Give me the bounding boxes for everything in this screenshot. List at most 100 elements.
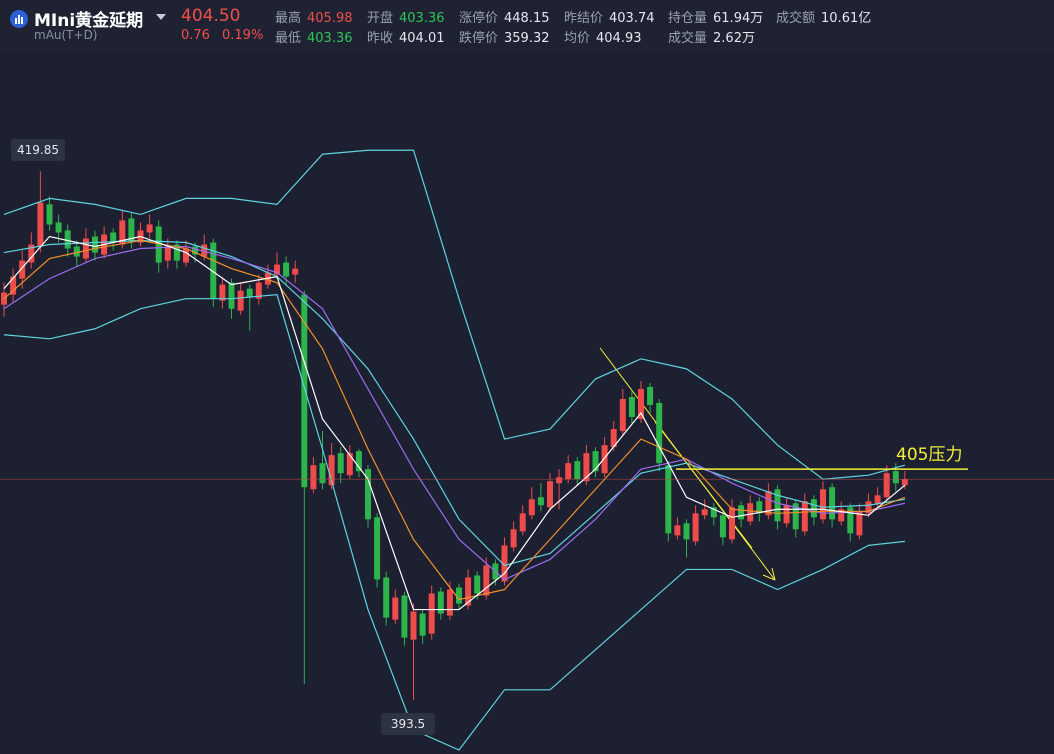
- candle-body: [701, 509, 708, 516]
- quote-field: 成交额 10.61亿: [776, 7, 871, 26]
- field-label: 昨收: [367, 31, 394, 46]
- candle-body: [401, 595, 408, 638]
- candle-body: [519, 513, 526, 532]
- quote-field: 昨收 404.01: [367, 27, 445, 46]
- arrow-head: [762, 567, 776, 581]
- candle-body: [810, 499, 817, 518]
- field-label: 最低: [275, 31, 302, 46]
- candle-body: [428, 593, 435, 634]
- candle-body: [410, 611, 417, 640]
- candle-body: [792, 503, 799, 530]
- callout-text: 393.5: [391, 717, 425, 731]
- change-pct: 0.19%: [222, 28, 264, 43]
- candle-body: [146, 224, 153, 233]
- candle-body: [237, 290, 244, 311]
- candle-body: [255, 282, 262, 299]
- candle-body: [583, 453, 590, 482]
- quote-field: 持仓量 61.94万: [668, 7, 763, 26]
- candle-body: [119, 220, 126, 245]
- candle-body: [628, 396, 635, 418]
- quote-field: 成交量 2.62万: [668, 27, 755, 46]
- candle-body: [437, 591, 444, 614]
- candle-body: [692, 513, 699, 542]
- candle-body: [610, 429, 617, 448]
- callout-box: [381, 713, 435, 735]
- candle-body: [656, 402, 663, 464]
- symbol[interactable]: MIni黄金延期: [34, 11, 144, 31]
- candle-body: [319, 463, 326, 484]
- candle-body: [301, 294, 308, 488]
- candle-body: [173, 244, 180, 261]
- candle-body: [292, 268, 299, 275]
- candle-body: [355, 451, 362, 472]
- code: mAu(T+D): [34, 28, 98, 42]
- candle-body: [1, 292, 7, 305]
- candle-body: [164, 246, 171, 261]
- candle-body: [674, 525, 681, 536]
- quote-field: 涨停价 448.15: [459, 7, 550, 26]
- field-value: 403.74: [609, 11, 655, 26]
- candle-body: [337, 453, 344, 474]
- candle-body: [665, 465, 672, 534]
- field-value: 404.01: [399, 31, 445, 46]
- candle-body: [419, 613, 426, 636]
- candle-body: [192, 246, 199, 255]
- candle-body: [547, 481, 553, 508]
- candle-body: [556, 477, 563, 484]
- field-value: 403.36: [307, 31, 353, 46]
- candle-body: [892, 471, 899, 484]
- candle-body: [73, 246, 80, 257]
- field-label: 开盘: [367, 11, 394, 26]
- indicator-line: [3, 245, 906, 581]
- candle-body: [747, 503, 754, 522]
- candle-body: [456, 587, 462, 604]
- candle-body: [219, 284, 226, 301]
- candle-body: [328, 455, 335, 486]
- candle-body: [10, 276, 17, 295]
- candle-body: [619, 398, 626, 432]
- candle-body: [738, 505, 745, 520]
- change: 0.76: [181, 28, 210, 43]
- candle-body: [783, 505, 790, 524]
- candle-body: [82, 238, 89, 259]
- resistance-label: 405压力: [896, 445, 962, 465]
- candle-body: [64, 230, 71, 249]
- candle-body: [883, 473, 890, 498]
- indicator-line: [3, 294, 905, 751]
- candle-body: [729, 507, 735, 540]
- field-value: 405.98: [307, 11, 353, 26]
- candle-body: [201, 244, 208, 257]
- field-value: 10.61亿: [821, 11, 872, 26]
- field-label: 成交额: [776, 11, 816, 26]
- candle-body: [601, 445, 608, 474]
- trend-arrow: [654, 421, 753, 549]
- field-label: 成交量: [668, 31, 708, 46]
- candle-body: [46, 204, 53, 225]
- candle-body: [774, 489, 781, 522]
- field-value: 61.94万: [713, 11, 764, 26]
- dropdown-icon[interactable]: [156, 14, 166, 22]
- candle-body: [801, 501, 808, 532]
- indicator-line: [3, 235, 906, 611]
- candle-body: [874, 495, 881, 504]
- candle-body: [110, 232, 117, 243]
- candle-body: [474, 575, 481, 594]
- candle-body: [574, 461, 581, 480]
- candle-body: [37, 202, 44, 247]
- candle-body: [510, 529, 517, 548]
- candle-body: [756, 501, 763, 514]
- field-label: 持仓量: [668, 11, 708, 26]
- indicator-line: [3, 149, 906, 480]
- price-callout: 393.5: [381, 713, 435, 735]
- quote-field: 开盘 403.36: [367, 7, 445, 26]
- quote-field: 最低 403.36: [275, 27, 353, 46]
- candle-body: [310, 465, 317, 490]
- candle-body: [528, 499, 535, 516]
- candle-body: [592, 451, 599, 472]
- candle-body: [19, 260, 26, 279]
- candle-body: [346, 453, 353, 476]
- field-label: 跌停价: [459, 31, 499, 46]
- field-label: 最高: [275, 11, 302, 26]
